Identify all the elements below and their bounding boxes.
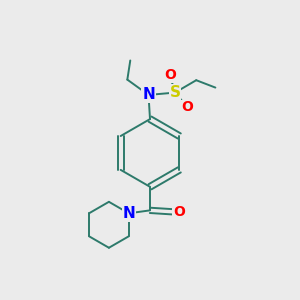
Text: O: O [182,100,193,114]
Text: O: O [173,205,185,219]
Text: N: N [142,87,155,102]
Text: S: S [169,85,181,100]
Text: O: O [164,68,176,82]
Text: N: N [122,206,135,221]
